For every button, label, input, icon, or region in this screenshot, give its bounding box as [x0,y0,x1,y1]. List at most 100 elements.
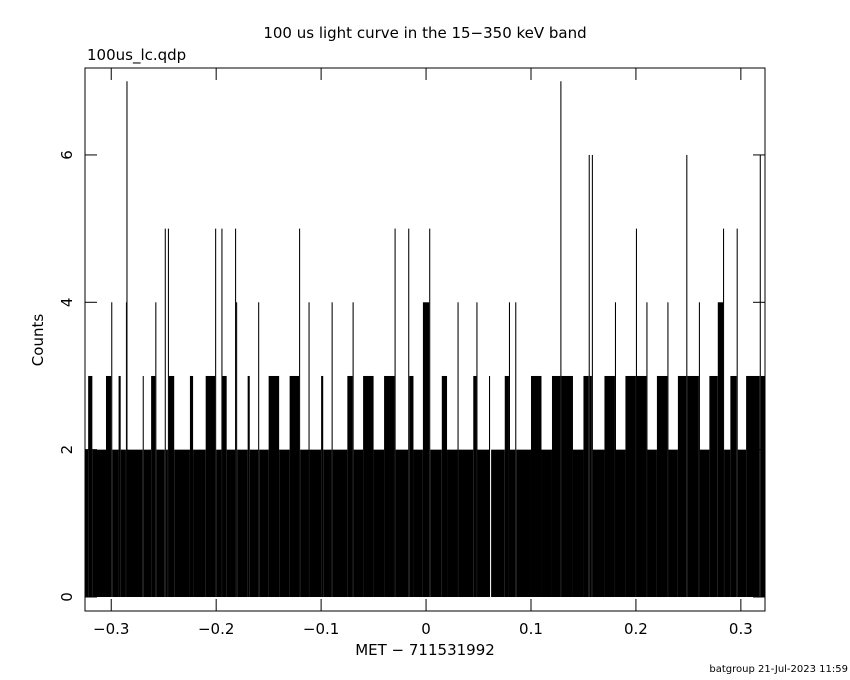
count-bar [249,449,259,598]
count-bar [699,449,710,598]
count-bar [127,449,143,598]
count-bar [508,302,510,598]
x-tick-label: 0.1 [519,620,543,638]
plot-frame [84,67,766,612]
count-bar [687,375,699,598]
y-axis-label: Counts [29,314,47,367]
count-bar [476,302,478,598]
count-bar [591,154,593,598]
count-bar [88,375,93,598]
count-bar [589,375,592,598]
count-bar [332,449,348,598]
count-bar [222,375,227,598]
count-bar [491,449,505,598]
count-bar [516,449,531,598]
count-bar [215,228,217,598]
count-bar [604,375,615,598]
count-bar [347,375,353,598]
count-bar [226,449,236,598]
count-bar [268,375,280,598]
count-bar [541,449,552,598]
count-bar [723,228,725,598]
count-bar [279,449,290,598]
count-bar [709,375,718,598]
count-bar [677,375,687,598]
count-bar [447,449,458,598]
count-bar [331,302,333,598]
count-bar [142,375,144,598]
count-bar [560,81,562,598]
count-bar [353,449,364,598]
count-bar [724,449,731,598]
count-bar [477,449,490,598]
chart-subtitle: 100us_lc.qdp [87,46,186,65]
count-bar [625,375,636,598]
count-bar [299,228,301,598]
count-bar [409,375,414,598]
count-bar [686,154,688,598]
count-bar [221,228,223,598]
count-bar [235,228,237,598]
count-bar [308,302,310,598]
y-tick-label: 0 [58,592,76,602]
count-bar [174,449,190,598]
count-bar [530,375,542,598]
count-bar [394,228,396,598]
count-bar [168,375,175,598]
x-tick-label: −0.2 [198,620,234,638]
count-bar [164,228,166,598]
count-bar [615,449,626,598]
count-bar [247,375,250,598]
count-bar [614,302,616,598]
count-bar [300,449,309,598]
count-bar [746,375,760,598]
x-axis-label: MET − 711531992 [355,641,495,659]
count-bar [105,375,112,598]
y-tick-label: 6 [58,150,76,160]
count-bar [125,302,127,598]
count-bar [730,375,737,598]
count-bar [193,449,206,598]
count-bar [656,375,668,598]
count-bar [189,375,194,598]
count-bar [698,302,700,598]
count-bar [430,449,442,598]
y-tick-label: 2 [58,445,76,455]
count-bar [667,302,669,598]
count-bar [737,449,747,598]
count-bar [118,375,121,598]
count-bar [143,449,152,598]
count-bar [668,449,678,598]
x-tick-label: 0.3 [729,620,753,638]
count-bar [373,449,385,598]
count-bar [216,449,222,598]
count-bar [458,449,474,598]
count-bar [259,449,269,598]
count-bar [572,449,584,598]
count-bar [510,449,516,598]
count-bar [413,449,423,598]
count-bar [126,81,128,598]
count-bar [583,375,589,598]
count-bar [592,449,605,598]
count-bar [111,302,113,598]
count-bar [551,375,561,598]
count-bar [205,375,216,598]
count-bar [457,302,459,598]
count-bar [429,228,431,598]
count-bar [473,375,477,598]
count-bar [384,375,395,598]
count-bar [323,449,332,598]
count-bar [352,302,354,598]
chart-title: 100 us light curve in the 15−350 keV ban… [263,24,586,42]
count-bar [120,449,126,598]
count-bar [408,228,410,598]
count-bar [321,375,324,598]
count-bar [309,449,322,598]
count-bar [422,302,430,598]
count-bar [363,375,374,598]
count-bar [85,449,89,598]
count-bar [165,449,168,598]
count-bar [636,375,647,598]
